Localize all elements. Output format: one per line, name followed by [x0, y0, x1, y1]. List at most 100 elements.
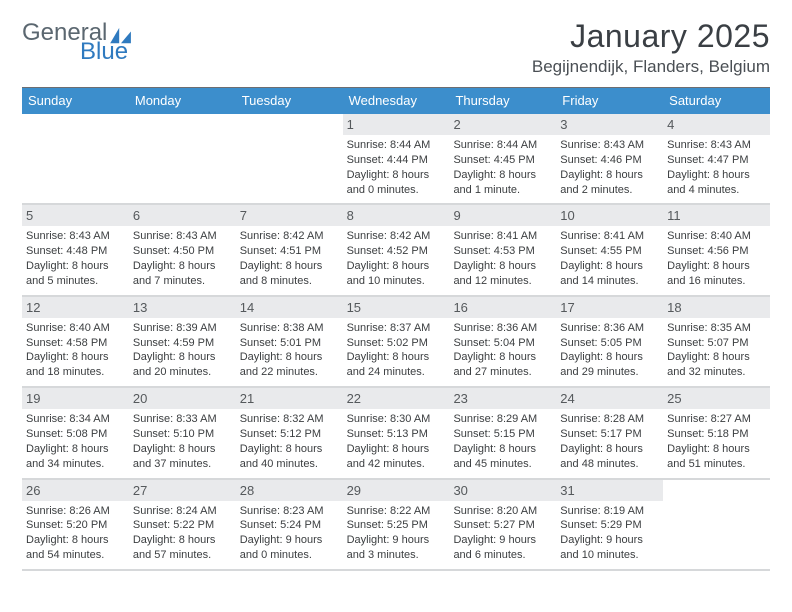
day-sunrise: Sunrise: 8:43 AM: [133, 229, 232, 244]
day-number: 2: [449, 114, 556, 135]
day-number: 16: [449, 297, 556, 318]
day-day2: and 27 minutes.: [453, 365, 552, 380]
day-day2: and 8 minutes.: [240, 274, 339, 289]
day-day1: Daylight: 9 hours: [347, 533, 446, 548]
day-number: 4: [663, 114, 770, 135]
day-sunrise: Sunrise: 8:24 AM: [133, 504, 232, 519]
day-sunrise: Sunrise: 8:36 AM: [560, 321, 659, 336]
dow-thu: Thursday: [449, 88, 556, 114]
day-day1: Daylight: 8 hours: [560, 168, 659, 183]
day-sunset: Sunset: 5:13 PM: [347, 427, 446, 442]
day-sunrise: Sunrise: 8:26 AM: [26, 504, 125, 519]
day-sunset: Sunset: 4:59 PM: [133, 336, 232, 351]
day-sunset: Sunset: 5:24 PM: [240, 518, 339, 533]
day-cell: 11 Sunrise: 8:40 AMSunset: 4:56 PMDayligh…: [663, 205, 770, 294]
day-sunset: Sunset: 4:55 PM: [560, 244, 659, 259]
day-sunrise: Sunrise: 8:42 AM: [240, 229, 339, 244]
dow-wed: Wednesday: [343, 88, 450, 114]
day-day1: Daylight: 8 hours: [453, 350, 552, 365]
day-number: 15: [343, 297, 450, 318]
day-day1: Daylight: 8 hours: [347, 259, 446, 274]
day-day1: Daylight: 8 hours: [453, 168, 552, 183]
day-number: 13: [129, 297, 236, 318]
day-day1: Daylight: 8 hours: [667, 259, 766, 274]
day-number: 28: [236, 480, 343, 501]
day-day1: Daylight: 8 hours: [240, 259, 339, 274]
day-sunrise: Sunrise: 8:23 AM: [240, 504, 339, 519]
day-number: 11: [663, 205, 770, 226]
day-day2: and 16 minutes.: [667, 274, 766, 289]
day-sunrise: Sunrise: 8:19 AM: [560, 504, 659, 519]
day-cell: 5Sunrise: 8:43 AMSunset: 4:48 PMDaylight…: [22, 205, 129, 294]
day-cell: 26Sunrise: 8:26 AMSunset: 5:20 PMDayligh…: [22, 480, 129, 569]
day-number: 17: [556, 297, 663, 318]
day-day1: Daylight: 8 hours: [453, 259, 552, 274]
day-day2: and 18 minutes.: [26, 365, 125, 380]
day-day1: Daylight: 9 hours: [560, 533, 659, 548]
day-cell: 28 Sunrise: 8:23 AMSunset: 5:24 PMDayligh…: [236, 480, 343, 569]
day-cell: 1Sunrise: 8:44 AMSunset: 4:44 PMDaylight…: [343, 114, 450, 203]
day-sunset: Sunset: 5:15 PM: [453, 427, 552, 442]
day-number: 22: [343, 388, 450, 409]
day-day1: Daylight: 8 hours: [26, 442, 125, 457]
day-day2: and 57 minutes.: [133, 548, 232, 563]
day-sunset: Sunset: 5:17 PM: [560, 427, 659, 442]
day-cell: 12Sunrise: 8:40 AMSunset: 4:58 PMDayligh…: [22, 297, 129, 386]
day-sunrise: Sunrise: 8:27 AM: [667, 412, 766, 427]
week-row: 26Sunrise: 8:26 AMSunset: 5:20 PMDayligh…: [22, 480, 770, 571]
title-block: January 2025 Begijnendijk, Flanders, Bel…: [532, 18, 770, 77]
day-cell: 15Sunrise: 8:37 AMSunset: 5:02 PMDayligh…: [343, 297, 450, 386]
day-sunset: Sunset: 5:20 PM: [26, 518, 125, 533]
day-sunset: Sunset: 4:56 PM: [667, 244, 766, 259]
day-sunrise: Sunrise: 8:41 AM: [560, 229, 659, 244]
week-row: 19Sunrise: 8:34 AMSunset: 5:08 PMDayligh…: [22, 388, 770, 479]
day-day2: and 6 minutes.: [453, 548, 552, 563]
day-cell: 30Sunrise: 8:20 AMSunset: 5:27 PMDayligh…: [449, 480, 556, 569]
day-cell: 6Sunrise: 8:43 AMSunset: 4:50 PMDaylight…: [129, 205, 236, 294]
day-cell: 13Sunrise: 8:39 AMSunset: 4:59 PMDayligh…: [129, 297, 236, 386]
day-sunrise: Sunrise: 8:44 AM: [347, 138, 446, 153]
day-sunrise: Sunrise: 8:34 AM: [26, 412, 125, 427]
logo: GeneralBlue: [22, 18, 134, 64]
day-day2: and 12 minutes.: [453, 274, 552, 289]
day-day2: and 40 minutes.: [240, 457, 339, 472]
day-day1: Daylight: 8 hours: [560, 442, 659, 457]
day-cell: [22, 114, 129, 203]
day-sunset: Sunset: 4:52 PM: [347, 244, 446, 259]
day-day2: and 24 minutes.: [347, 365, 446, 380]
week-row: 12Sunrise: 8:40 AMSunset: 4:58 PMDayligh…: [22, 297, 770, 388]
day-day1: Daylight: 8 hours: [560, 350, 659, 365]
day-number: 31: [556, 480, 663, 501]
day-sunset: Sunset: 5:07 PM: [667, 336, 766, 351]
day-number: 1: [343, 114, 450, 135]
day-sunrise: Sunrise: 8:40 AM: [667, 229, 766, 244]
day-sunset: Sunset: 5:01 PM: [240, 336, 339, 351]
day-day2: and 0 minutes.: [347, 183, 446, 198]
day-day1: Daylight: 8 hours: [347, 350, 446, 365]
day-number: 14: [236, 297, 343, 318]
day-day1: Daylight: 8 hours: [667, 350, 766, 365]
day-sunrise: Sunrise: 8:22 AM: [347, 504, 446, 519]
day-day2: and 54 minutes.: [26, 548, 125, 563]
day-day1: Daylight: 9 hours: [240, 533, 339, 548]
day-number: 7: [236, 205, 343, 226]
day-day2: and 0 minutes.: [240, 548, 339, 563]
day-sunrise: Sunrise: 8:20 AM: [453, 504, 552, 519]
day-number: 18: [663, 297, 770, 318]
header: GeneralBlue January 2025 Begijnendijk, F…: [22, 18, 770, 77]
day-sunrise: Sunrise: 8:28 AM: [560, 412, 659, 427]
day-number: 3: [556, 114, 663, 135]
day-day2: and 37 minutes.: [133, 457, 232, 472]
day-sunset: Sunset: 5:04 PM: [453, 336, 552, 351]
day-cell: 22Sunrise: 8:30 AMSunset: 5:13 PMDayligh…: [343, 388, 450, 477]
day-sunrise: Sunrise: 8:29 AM: [453, 412, 552, 427]
day-day2: and 4 minutes.: [667, 183, 766, 198]
day-day2: and 5 minutes.: [26, 274, 125, 289]
day-cell: 14Sunrise: 8:38 AMSunset: 5:01 PMDayligh…: [236, 297, 343, 386]
day-cell: [129, 114, 236, 203]
day-day2: and 20 minutes.: [133, 365, 232, 380]
day-number: 25: [663, 388, 770, 409]
day-number: 8: [343, 205, 450, 226]
day-sunset: Sunset: 4:46 PM: [560, 153, 659, 168]
day-day1: Daylight: 8 hours: [133, 259, 232, 274]
